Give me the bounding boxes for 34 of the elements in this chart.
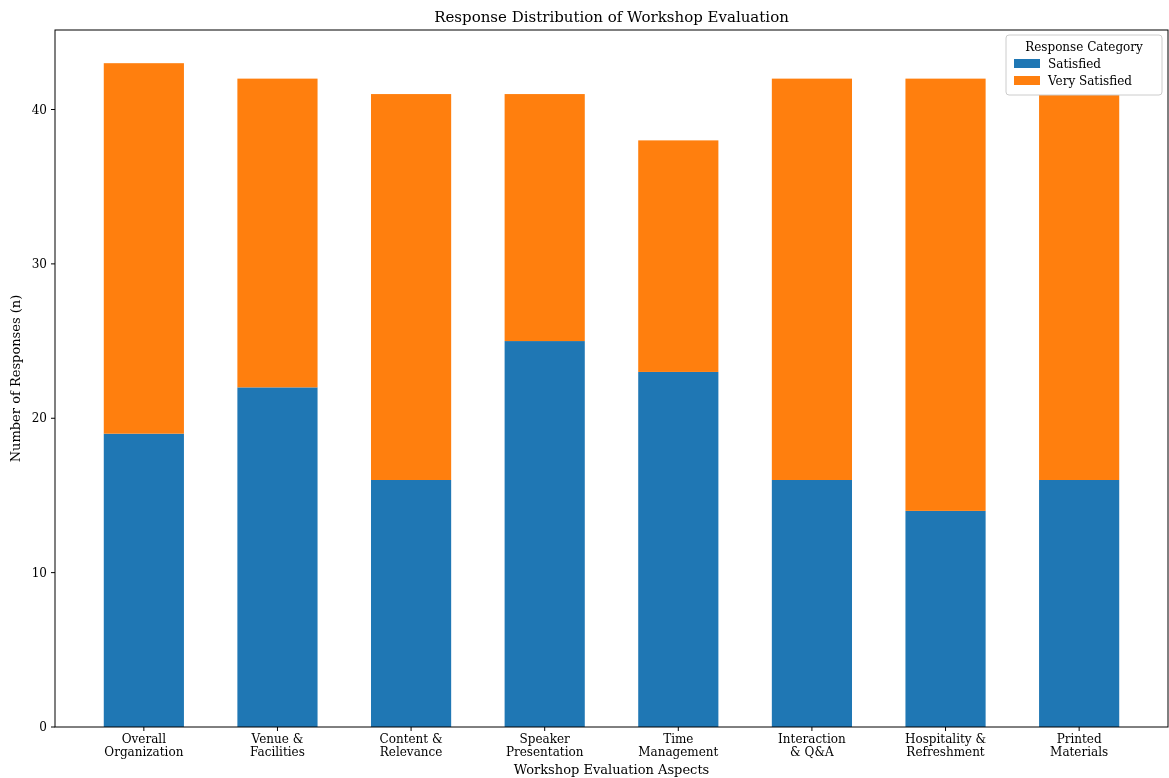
x-tick-label: Interaction & Q&A: [778, 732, 846, 759]
y-tick-label: 30: [31, 257, 47, 272]
chart-title: Response Distribution of Workshop Evaluation: [434, 8, 790, 26]
x-axis-title: Workshop Evaluation Aspects: [513, 762, 710, 777]
x-tick-label: Speaker Presentation: [505, 732, 584, 759]
bar: [371, 480, 452, 727]
bar: [771, 78, 852, 480]
y-axis-title: Number of Responses (n): [8, 294, 23, 463]
legend-title: Response Category: [1025, 40, 1144, 54]
y-tick-label: 20: [31, 411, 47, 426]
x-tick-label: Overall Organization: [104, 732, 184, 759]
x-tick-label: Time Management: [638, 732, 719, 759]
x-tick-label: Printed Materials: [1050, 732, 1109, 759]
bar: [237, 78, 318, 388]
x-tick-label: Content & Relevance: [379, 732, 443, 759]
bar: [371, 94, 452, 480]
legend-label: Very Satisfied: [1047, 74, 1133, 88]
y-tick-label: 10: [31, 565, 47, 580]
bar: [504, 94, 585, 342]
bar: [103, 433, 184, 727]
bar: [905, 78, 986, 511]
bar: [905, 510, 986, 727]
bar: [237, 387, 318, 727]
bar: [638, 140, 719, 372]
bar: [1039, 480, 1120, 727]
bar: [504, 341, 585, 727]
legend-label: Satisfied: [1048, 57, 1102, 71]
y-tick-label: 40: [31, 102, 47, 117]
bar: [638, 371, 719, 727]
bar: [103, 63, 184, 434]
x-tick-label: Hospitality & Refreshment: [904, 732, 987, 759]
bar: [771, 480, 852, 727]
x-tick-label: Venue & Facilities: [250, 732, 305, 759]
y-tick-label: 0: [39, 720, 47, 735]
